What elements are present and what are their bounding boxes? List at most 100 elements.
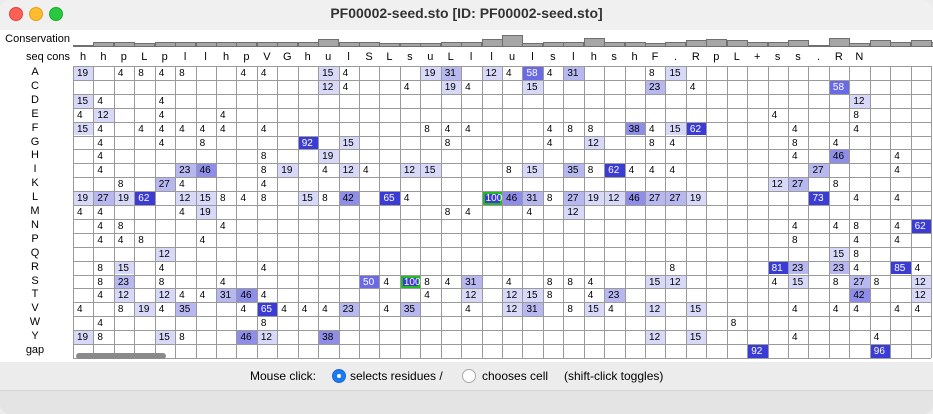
count-cell[interactable]: 19 (135, 303, 155, 317)
count-cell[interactable]: 31 (523, 192, 543, 205)
count-cell[interactable]: 8 (319, 192, 339, 205)
count-cell[interactable]: 4 (196, 122, 216, 136)
count-cell[interactable]: 8 (257, 317, 278, 331)
count-cell[interactable]: 8 (584, 164, 605, 178)
minimize-window-button[interactable] (29, 7, 43, 21)
count-cell[interactable]: 23 (605, 289, 625, 303)
count-cell[interactable]: 4 (462, 206, 482, 219)
count-cell[interactable]: 8 (646, 67, 666, 80)
count-cell[interactable]: 12 (646, 303, 666, 317)
selects-residues-label[interactable]: selects residues / (350, 369, 443, 383)
count-cell[interactable]: 4 (196, 233, 216, 247)
count-cell[interactable]: 4 (217, 219, 237, 233)
count-cell[interactable]: 15 (789, 275, 809, 289)
count-cell[interactable]: 65 (380, 192, 400, 205)
count-cell[interactable]: 8 (94, 261, 114, 275)
count-cell[interactable]: 4 (380, 303, 400, 317)
count-cell[interactable]: 92 (298, 136, 319, 150)
count-cell[interactable]: 4 (339, 67, 359, 80)
count-cell[interactable]: 19 (74, 192, 94, 205)
count-cell[interactable]: 23 (339, 303, 359, 317)
count-cell[interactable]: 15 (339, 136, 359, 150)
count-cell[interactable]: 4 (503, 275, 523, 289)
count-cell[interactable]: 62 (686, 122, 707, 136)
count-cell[interactable]: 4 (257, 122, 278, 136)
count-cell[interactable]: 19 (421, 67, 441, 80)
count-cell[interactable]: 27 (789, 178, 809, 192)
count-cell[interactable]: 4 (870, 331, 891, 344)
count-cell[interactable]: 12 (155, 289, 176, 303)
count-cell[interactable]: 4 (829, 219, 850, 233)
count-cell[interactable]: 15 (829, 247, 850, 261)
count-cell[interactable]: 31 (523, 303, 543, 317)
count-cell[interactable]: 8 (666, 261, 686, 275)
count-cell[interactable]: 8 (135, 233, 155, 247)
count-cell[interactable]: 8 (135, 67, 155, 80)
count-cell[interactable]: 4 (523, 206, 543, 219)
count-cell[interactable]: 62 (135, 192, 155, 205)
count-cell[interactable]: 12 (911, 275, 932, 289)
count-cell[interactable]: 31 (564, 67, 584, 80)
count-cell[interactable]: 12 (666, 275, 686, 289)
count-cell[interactable]: 4 (94, 164, 114, 178)
count-cell[interactable]: 8 (114, 303, 135, 317)
count-cell[interactable]: 4 (74, 108, 94, 122)
count-cell[interactable]: 4 (196, 289, 216, 303)
count-cell[interactable]: 4 (155, 94, 176, 108)
count-cell[interactable]: 12 (646, 331, 666, 344)
count-cell[interactable]: 4 (176, 122, 196, 136)
chooses-cell-radio[interactable] (462, 369, 476, 383)
count-cell[interactable]: 35 (400, 303, 421, 317)
count-cell[interactable]: 4 (584, 289, 605, 303)
count-cell[interactable]: 8 (850, 247, 870, 261)
count-cell[interactable]: 8 (94, 275, 114, 289)
count-cell[interactable]: 8 (196, 136, 216, 150)
count-cell[interactable]: 12 (155, 247, 176, 261)
count-cell[interactable]: 19 (114, 192, 135, 205)
count-cell[interactable]: 12 (257, 331, 278, 344)
count-cell[interactable]: 8 (94, 331, 114, 344)
count-cell[interactable]: 4 (789, 150, 809, 164)
count-cell[interactable]: 12 (319, 80, 339, 94)
count-cell[interactable]: 4 (625, 164, 646, 178)
count-cell[interactable]: 12 (605, 192, 625, 205)
count-cell[interactable]: 15 (114, 261, 135, 275)
count-cell[interactable]: 15 (646, 275, 666, 289)
count-cell[interactable]: 4 (94, 136, 114, 150)
count-cell[interactable]: 4 (543, 122, 564, 136)
count-cell[interactable]: 4 (217, 122, 237, 136)
count-cell[interactable]: 4 (686, 80, 707, 94)
count-cell[interactable]: 38 (625, 122, 646, 136)
count-cell[interactable]: 58 (523, 67, 543, 80)
count-cell[interactable]: 15 (319, 67, 339, 80)
count-cell[interactable]: 12 (564, 206, 584, 219)
count-cell[interactable]: 12 (503, 289, 523, 303)
count-cell[interactable]: 27 (666, 192, 686, 205)
count-cell[interactable]: 4 (891, 192, 911, 205)
count-cell[interactable]: 8 (114, 219, 135, 233)
count-cell[interactable]: 81 (768, 261, 789, 275)
count-cell[interactable]: 8 (421, 275, 441, 289)
count-cell[interactable]: 12 (462, 289, 482, 303)
count-cell[interactable]: 4 (543, 136, 564, 150)
count-cell[interactable]: 4 (503, 67, 523, 80)
count-cell[interactable]: 4 (646, 122, 666, 136)
count-cell[interactable]: 15 (584, 303, 605, 317)
count-cell[interactable]: 8 (564, 122, 584, 136)
count-cell[interactable]: 42 (850, 289, 870, 303)
count-cell[interactable]: 23 (114, 275, 135, 289)
count-cell[interactable]: 15 (196, 192, 216, 205)
count-cell[interactable]: 15 (298, 192, 319, 205)
count-cell[interactable]: 12 (482, 67, 503, 80)
count-cell[interactable]: 27 (564, 192, 584, 205)
count-cell[interactable]: 4 (94, 317, 114, 331)
count-cell[interactable]: 4 (155, 108, 176, 122)
count-cell[interactable]: 4 (94, 122, 114, 136)
count-cell[interactable]: 23 (646, 80, 666, 94)
count-cell[interactable]: 4 (462, 303, 482, 317)
count-cell[interactable]: 23 (829, 261, 850, 275)
count-cell[interactable]: 8 (829, 275, 850, 289)
count-cell[interactable]: 4 (176, 178, 196, 192)
count-cell[interactable]: 19 (74, 331, 94, 344)
count-cell[interactable]: 4 (543, 67, 564, 80)
